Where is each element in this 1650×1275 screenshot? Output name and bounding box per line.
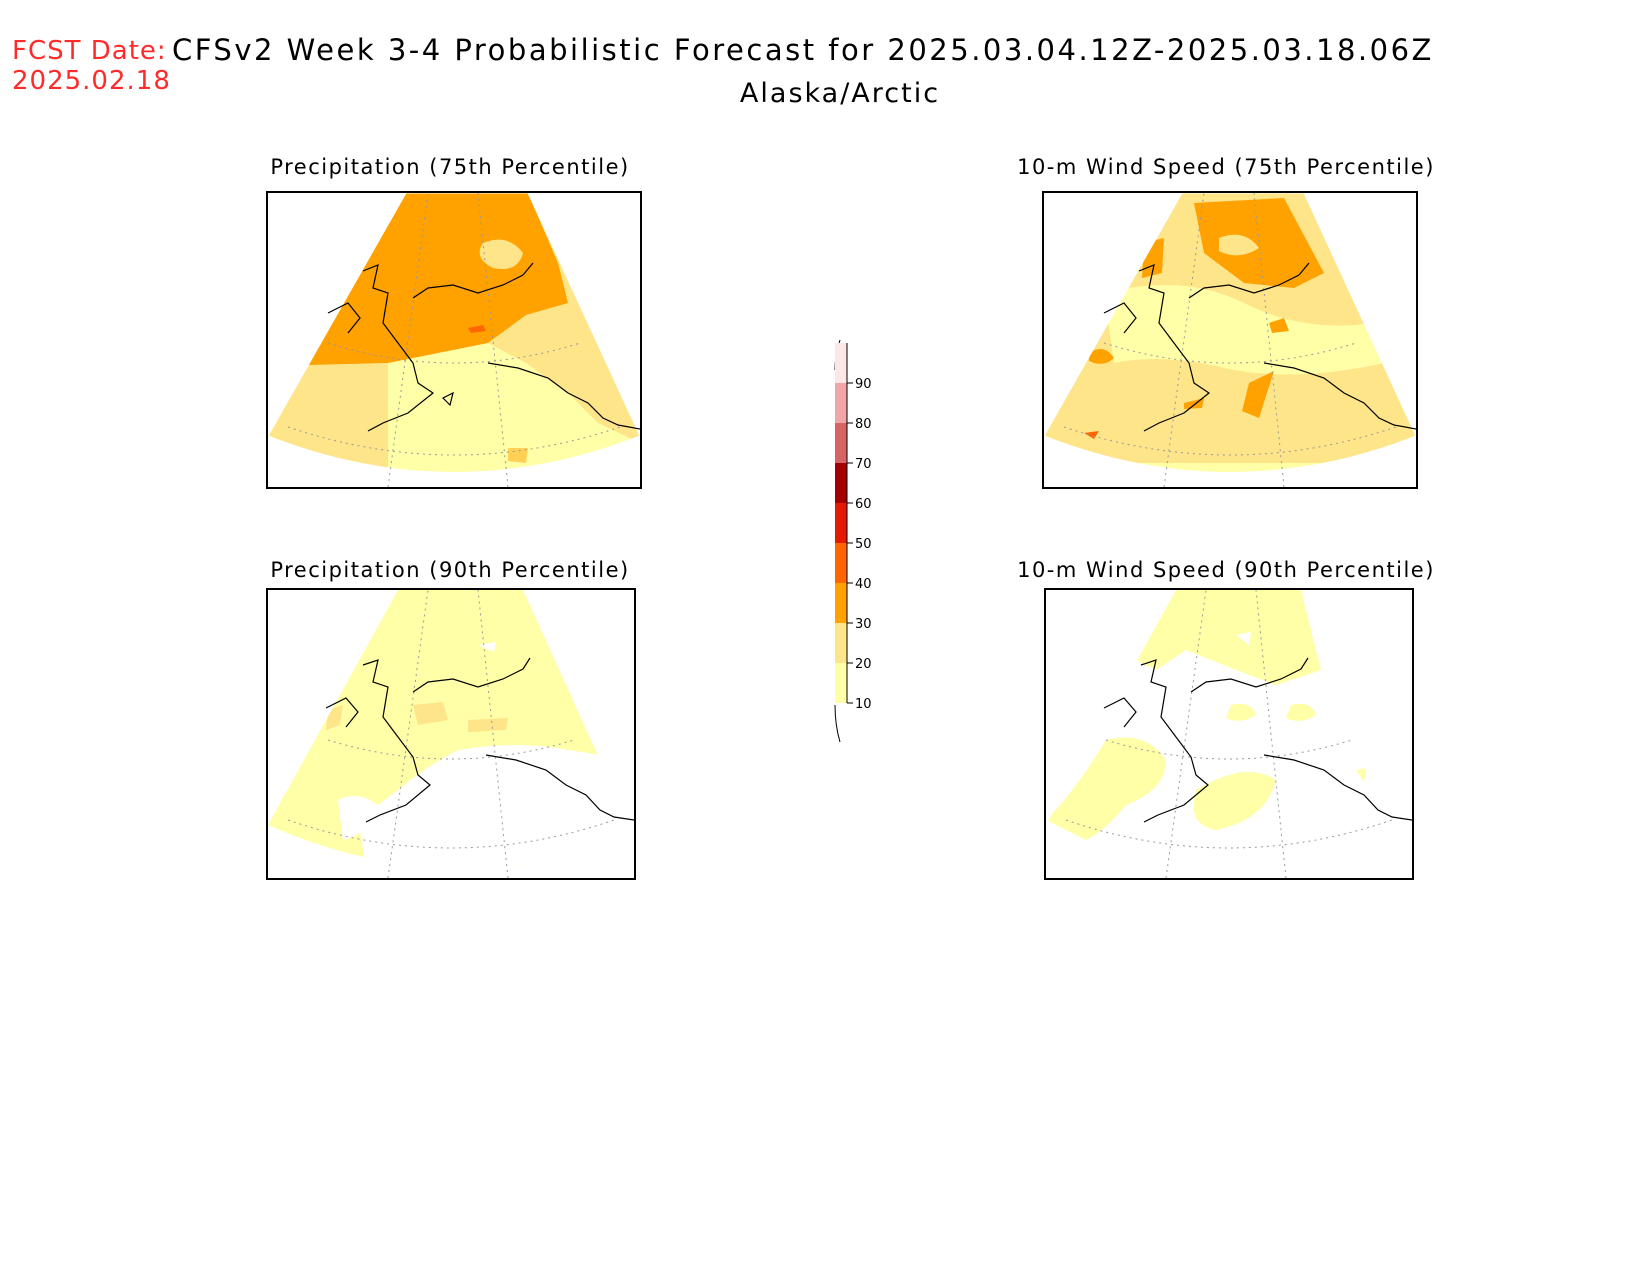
colorbar-label-50: 50 bbox=[855, 537, 872, 552]
colorbar-swatch-60 bbox=[835, 463, 847, 503]
map-precip-75 bbox=[266, 191, 642, 489]
region-label: Alaska/Arctic bbox=[739, 78, 941, 109]
colorbar-swatch-50 bbox=[835, 503, 847, 543]
panel-title-precip-75: Precipitation (75th Percentile) bbox=[270, 155, 630, 179]
colorbar-swatch-20 bbox=[835, 623, 847, 663]
colorbar-label-60: 60 bbox=[855, 497, 872, 512]
colorbar-label-70: 70 bbox=[855, 457, 872, 472]
panel-title-wind-75: 10-m Wind Speed (75th Percentile) bbox=[1017, 155, 1435, 179]
map-wind-75 bbox=[1042, 191, 1418, 489]
map-precip-90 bbox=[266, 588, 636, 880]
colorbar-label-80: 80 bbox=[855, 417, 872, 432]
panel-title-wind-90: 10-m Wind Speed (90th Percentile) bbox=[1017, 558, 1435, 582]
forecast-date-value: 2025.02.18 bbox=[12, 66, 171, 96]
colorbar-label-30: 30 bbox=[855, 617, 872, 632]
colorbar-swatch-80 bbox=[835, 383, 847, 423]
panel-title-precip-90: Precipitation (90th Percentile) bbox=[270, 558, 630, 582]
colorbar-swatch-40 bbox=[835, 543, 847, 583]
colorbar-swatch-30 bbox=[835, 583, 847, 623]
colorbar-label-20: 20 bbox=[855, 657, 872, 672]
colorbar-label-40: 40 bbox=[855, 577, 872, 592]
colorbar: 10 20 30 40 50 60 70 80 90 bbox=[820, 330, 910, 750]
page-title: CFSv2 Week 3-4 Probabilistic Forecast fo… bbox=[172, 33, 1434, 67]
map-wind-90 bbox=[1044, 588, 1414, 880]
colorbar-label-10: 10 bbox=[855, 697, 872, 712]
forecast-date-label: FCST Date: bbox=[12, 36, 167, 66]
colorbar-swatch-70 bbox=[835, 423, 847, 463]
forecast-date: FCST Date: 2025.02.18 bbox=[12, 36, 171, 96]
colorbar-swatch-10 bbox=[835, 663, 847, 703]
colorbar-svg: 10 20 30 40 50 60 70 80 90 bbox=[834, 339, 872, 743]
colorbar-swatch-90 bbox=[835, 343, 847, 383]
region-subtitle: Alaska/Arctic bbox=[0, 78, 1650, 109]
colorbar-label-90: 90 bbox=[855, 377, 872, 392]
